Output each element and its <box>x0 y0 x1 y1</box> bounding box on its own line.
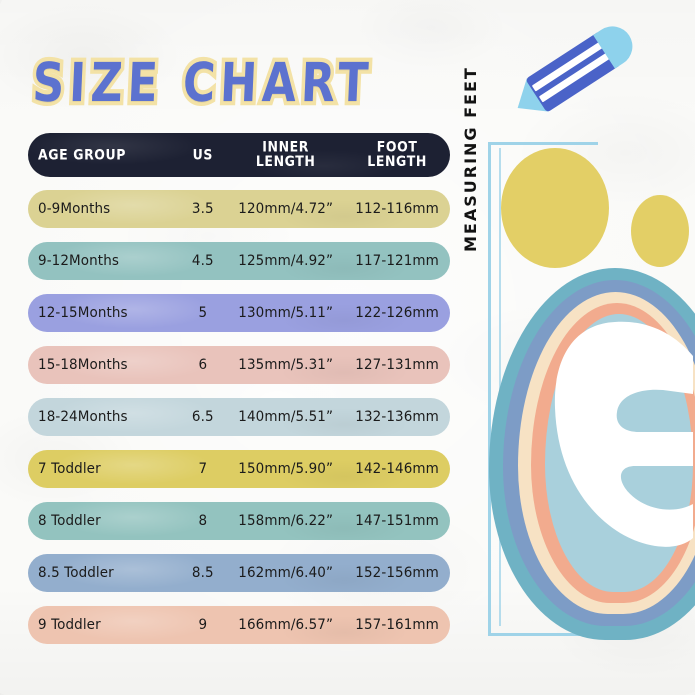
cell-us-size: 8.5 <box>191 564 214 582</box>
column-header-inner-length: INNER LENGTH <box>227 138 344 170</box>
column-header-foot-length: FOOT LENGTH <box>344 138 450 170</box>
table-row: 7 Toddler 7 150mm/5.90” 142-146mm <box>28 450 450 488</box>
cell-us-size: 4.5 <box>191 252 214 270</box>
page-title: SIZE CHART <box>27 48 378 118</box>
table-row: 9-12Months 4.5 125mm/4.92” 117-121mm <box>28 242 450 280</box>
column-header-foot-length-line1: FOOT <box>376 138 418 156</box>
cell-foot-length: 147-151mm <box>355 512 439 530</box>
cell-inner-length: 130mm/5.11” <box>238 304 334 322</box>
table-row: 15-18Months 6 135mm/5.31” 127-131mm <box>28 346 450 384</box>
cell-age-group: 18-24Months <box>38 408 128 426</box>
cell-age-group: 9 Toddler <box>38 616 101 634</box>
cell-us-size: 6.5 <box>191 408 214 426</box>
table-body: 0-9Months 3.5 120mm/4.72” 112-116mm 9-12Mont… <box>28 190 450 644</box>
cell-foot-length: 132-136mm <box>355 408 439 426</box>
cell-inner-length: 158mm/6.22” <box>238 512 334 530</box>
cell-age-group: 7 Toddler <box>38 460 101 478</box>
bracket-left-vertical <box>488 142 491 636</box>
column-header-inner-length-line2: LENGTH <box>255 152 316 170</box>
table-row: 8.5 Toddler 8.5 162mm/6.40” 152-156mm <box>28 554 450 592</box>
cell-foot-length: 112-116mm <box>355 200 439 218</box>
cell-us-size: 6 <box>198 356 208 374</box>
cell-age-group: 9-12Months <box>38 252 119 270</box>
cell-inner-length: 150mm/5.90” <box>238 460 334 478</box>
column-header-us: US <box>192 145 213 163</box>
cell-us-size: 8 <box>198 512 208 530</box>
bracket-bottom-horizontal <box>488 633 616 636</box>
measuring-feet-label: MEASURING FEET <box>461 66 480 252</box>
cell-inner-length: 135mm/5.31” <box>238 356 334 374</box>
cell-inner-length: 162mm/6.40” <box>238 564 334 582</box>
cell-age-group: 8.5 Toddler <box>38 564 114 582</box>
cell-foot-length: 157-161mm <box>355 616 439 634</box>
cell-foot-length: 152-156mm <box>355 564 439 582</box>
cell-age-group: 0-9Months <box>38 200 111 218</box>
table-row: 8 Toddler 8 158mm/6.22” 147-151mm <box>28 502 450 540</box>
cell-age-group: 12-15Months <box>38 304 128 322</box>
cell-foot-length: 127-131mm <box>355 356 439 374</box>
column-header-inner-length-line1: INNER <box>262 138 310 156</box>
cell-foot-length: 117-121mm <box>355 252 439 270</box>
table-row: 12-15Months 5 130mm/5.11” 122-126mm <box>28 294 450 332</box>
table-row: 9 Toddler 9 166mm/6.57” 157-161mm <box>28 606 450 644</box>
pencil-icon <box>506 18 641 125</box>
cell-us-size: 9 <box>198 616 208 634</box>
toe-second <box>631 195 689 267</box>
cell-inner-length: 166mm/6.57” <box>238 616 334 634</box>
column-header-foot-length-line2: LENGTH <box>367 152 427 170</box>
table-row: 0-9Months 3.5 120mm/4.72” 112-116mm <box>28 190 450 228</box>
bracket-top-horizontal <box>488 142 598 145</box>
cell-inner-length: 120mm/4.72” <box>238 200 334 218</box>
size-chart-table: AGE GROUP US INNER LENGTH FOOT LENGTH 0-… <box>28 133 450 658</box>
cell-inner-length: 140mm/5.51” <box>238 408 334 426</box>
cell-us-size: 7 <box>198 460 208 478</box>
table-row: 18-24Months 6.5 140mm/5.51” 132-136mm <box>28 398 450 436</box>
toe-big <box>501 148 609 268</box>
cell-age-group: 15-18Months <box>38 356 128 374</box>
cell-foot-length: 122-126mm <box>355 304 439 322</box>
cell-inner-length: 125mm/4.92” <box>238 252 334 270</box>
cell-us-size: 3.5 <box>191 200 214 218</box>
cell-age-group: 8 Toddler <box>38 512 101 530</box>
cell-foot-length: 142-146mm <box>355 460 439 478</box>
cell-us-size: 5 <box>198 304 208 322</box>
table-header-row: AGE GROUP US INNER LENGTH FOOT LENGTH <box>28 133 450 177</box>
foot-measure-squiggle-icon <box>554 321 693 547</box>
measuring-feet-illustration: MEASURING FEET <box>455 18 695 670</box>
column-header-age-group: AGE GROUP <box>38 145 127 163</box>
